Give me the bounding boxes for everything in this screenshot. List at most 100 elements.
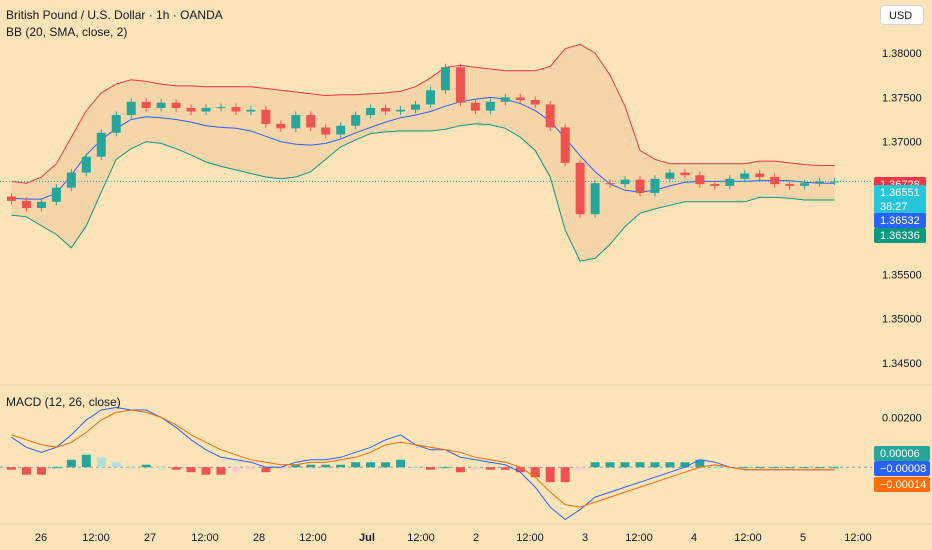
time-tick-label: 12:00 bbox=[734, 532, 762, 544]
candle-body[interactable] bbox=[21, 200, 31, 208]
time-tick-label: 12:00 bbox=[299, 532, 327, 544]
price-pane[interactable] bbox=[0, 43, 872, 262]
candle-body[interactable] bbox=[680, 172, 690, 176]
candle-body[interactable] bbox=[306, 115, 316, 128]
candle-body[interactable] bbox=[396, 109, 406, 112]
candle-body[interactable] bbox=[815, 181, 825, 184]
macd-histogram-bar bbox=[695, 459, 705, 468]
candle-body[interactable] bbox=[51, 187, 61, 202]
macd-histogram-bar bbox=[156, 467, 166, 469]
macd-histogram-bar bbox=[785, 467, 795, 469]
candle-body[interactable] bbox=[186, 107, 196, 112]
candle-body[interactable] bbox=[530, 100, 540, 105]
macd-histogram-bar bbox=[336, 464, 346, 468]
candle-body[interactable] bbox=[261, 109, 271, 124]
macd-histogram-bar bbox=[351, 462, 361, 468]
candle-body[interactable] bbox=[830, 181, 840, 183]
candle-body[interactable] bbox=[66, 172, 76, 188]
macd-histogram-bar bbox=[440, 467, 450, 469]
candle-body[interactable] bbox=[366, 107, 376, 116]
candle-body[interactable] bbox=[156, 102, 166, 108]
candle-body[interactable] bbox=[650, 178, 660, 193]
time-tick-label: 12:00 bbox=[516, 532, 544, 544]
macd-histogram-bar bbox=[381, 462, 391, 468]
macd-label-macd-text: −0.00008 bbox=[880, 463, 926, 475]
candle-body[interactable] bbox=[635, 179, 645, 193]
candle-body[interactable] bbox=[351, 115, 361, 126]
candle-body[interactable] bbox=[485, 101, 495, 111]
candle-body[interactable] bbox=[276, 123, 286, 129]
macd-value-labels: 0.00006 −0.00008 −0.00014 bbox=[874, 446, 930, 492]
macd-label-macd bbox=[874, 461, 930, 476]
candle-body[interactable] bbox=[800, 183, 810, 186]
candle-body[interactable] bbox=[725, 178, 735, 186]
macd-histogram-bar bbox=[530, 467, 540, 478]
macd-tick-label: 0.00200 bbox=[882, 412, 922, 424]
macd-histogram-bar bbox=[261, 467, 271, 473]
candle-body[interactable] bbox=[81, 156, 91, 173]
candle-body[interactable] bbox=[126, 101, 136, 116]
time-tick-label: 12:00 bbox=[844, 532, 872, 544]
macd-histogram-bar bbox=[141, 464, 151, 468]
price-label-last-text: 1.36551 bbox=[880, 187, 920, 199]
indicator-legend-bb[interactable]: BB (20, SMA, close, 2) bbox=[6, 25, 128, 39]
candle-body[interactable] bbox=[336, 125, 346, 135]
candle-body[interactable] bbox=[515, 97, 525, 101]
macd-histogram-bar bbox=[216, 467, 226, 475]
candle-body[interactable] bbox=[201, 107, 211, 112]
candle-body[interactable] bbox=[605, 183, 615, 185]
price-label-last bbox=[874, 185, 926, 215]
price-label-lower bbox=[874, 228, 926, 243]
macd-histogram-bar bbox=[126, 467, 136, 469]
candle-body[interactable] bbox=[381, 107, 391, 112]
candle-body[interactable] bbox=[710, 184, 720, 186]
currency-button[interactable]: USD bbox=[880, 5, 924, 25]
candle-body[interactable] bbox=[216, 107, 226, 109]
candle-body[interactable] bbox=[470, 102, 480, 111]
time-tick-label: Jul bbox=[359, 532, 375, 544]
candle-body[interactable] bbox=[560, 127, 570, 163]
candle-body[interactable] bbox=[246, 109, 256, 112]
candle-body[interactable] bbox=[96, 132, 106, 157]
macd-pane[interactable] bbox=[0, 406, 872, 521]
macd-histogram-bar bbox=[740, 467, 750, 469]
macd-line bbox=[11, 406, 835, 521]
candle-body[interactable] bbox=[770, 177, 780, 185]
price-label-lower-text: 1.36336 bbox=[880, 230, 920, 242]
candle-body[interactable] bbox=[291, 115, 301, 129]
time-tick-label: 12:00 bbox=[82, 532, 110, 544]
candle-body[interactable] bbox=[455, 67, 465, 103]
macd-histogram-bar bbox=[590, 462, 600, 468]
candle-body[interactable] bbox=[6, 196, 16, 201]
candle-body[interactable] bbox=[755, 173, 765, 178]
candle-body[interactable] bbox=[171, 102, 181, 108]
macd-label-signal bbox=[874, 477, 930, 492]
candle-body[interactable] bbox=[545, 104, 555, 128]
candle-body[interactable] bbox=[36, 201, 46, 208]
candle-body[interactable] bbox=[141, 101, 151, 108]
candle-body[interactable] bbox=[695, 175, 705, 185]
candle-body[interactable] bbox=[411, 104, 421, 110]
candle-body[interactable] bbox=[111, 115, 121, 133]
candle-body[interactable] bbox=[575, 162, 585, 215]
candle-body[interactable] bbox=[231, 107, 241, 112]
candle-body[interactable] bbox=[740, 173, 750, 179]
macd-histogram-bar bbox=[800, 467, 810, 469]
candle-body[interactable] bbox=[425, 90, 435, 105]
indicator-legend-macd[interactable]: MACD (12, 26, close) bbox=[6, 395, 121, 409]
macd-histogram-bar bbox=[500, 467, 510, 470]
candle-body[interactable] bbox=[620, 179, 630, 185]
candle-body[interactable] bbox=[665, 172, 675, 179]
macd-histogram-bar bbox=[51, 467, 61, 469]
candle-body[interactable] bbox=[590, 183, 600, 215]
macd-histogram-bar bbox=[605, 462, 615, 468]
countdown-text: 38:27 bbox=[880, 201, 908, 213]
price-label-basis bbox=[874, 213, 926, 228]
candle-body[interactable] bbox=[785, 184, 795, 186]
candle-body[interactable] bbox=[440, 67, 450, 91]
candle-body[interactable] bbox=[321, 127, 331, 135]
time-tick-label: 27 bbox=[144, 532, 156, 544]
candle-body[interactable] bbox=[500, 97, 510, 102]
price-tick-label: 1.37000 bbox=[882, 137, 922, 149]
